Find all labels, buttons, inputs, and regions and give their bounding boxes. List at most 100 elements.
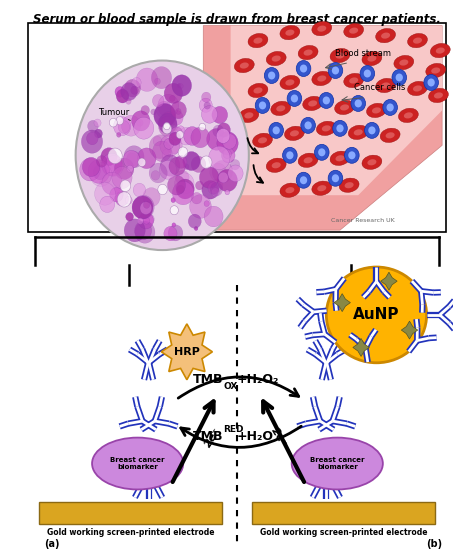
Circle shape: [102, 172, 122, 194]
Circle shape: [116, 116, 124, 125]
Circle shape: [209, 146, 230, 170]
Ellipse shape: [399, 108, 419, 122]
Circle shape: [137, 148, 156, 168]
Ellipse shape: [312, 22, 332, 36]
Circle shape: [396, 74, 403, 81]
Polygon shape: [401, 321, 418, 339]
Circle shape: [201, 92, 211, 102]
Circle shape: [222, 134, 237, 149]
Bar: [28, 23, 446, 232]
Ellipse shape: [336, 53, 345, 59]
Circle shape: [117, 192, 131, 207]
Circle shape: [177, 84, 181, 88]
Circle shape: [230, 160, 240, 170]
Ellipse shape: [430, 43, 450, 58]
Circle shape: [296, 172, 311, 188]
Circle shape: [124, 146, 144, 168]
Circle shape: [116, 89, 129, 103]
Text: TMB: TMB: [193, 373, 223, 386]
Circle shape: [211, 188, 219, 197]
Circle shape: [109, 118, 117, 127]
Circle shape: [131, 86, 138, 95]
Circle shape: [176, 131, 183, 138]
Circle shape: [108, 148, 122, 164]
Circle shape: [169, 110, 183, 125]
Ellipse shape: [340, 104, 349, 110]
Circle shape: [121, 83, 137, 101]
Circle shape: [158, 94, 179, 117]
Ellipse shape: [285, 79, 294, 85]
Circle shape: [219, 172, 228, 183]
Circle shape: [115, 86, 125, 98]
Circle shape: [202, 181, 219, 199]
Text: +H₂O₂: +H₂O₂: [237, 373, 279, 386]
Circle shape: [212, 106, 228, 124]
Circle shape: [210, 163, 227, 181]
Circle shape: [154, 104, 176, 127]
Circle shape: [217, 170, 237, 192]
Text: TMB: TMB: [193, 429, 223, 443]
Circle shape: [123, 150, 140, 168]
Circle shape: [164, 138, 173, 149]
Circle shape: [164, 141, 168, 146]
Ellipse shape: [317, 75, 326, 81]
Text: 2e⁻: 2e⁻: [203, 425, 223, 449]
Circle shape: [304, 121, 312, 130]
Circle shape: [104, 156, 123, 176]
Ellipse shape: [284, 126, 304, 141]
Circle shape: [386, 104, 394, 111]
Circle shape: [156, 101, 172, 118]
Circle shape: [120, 180, 131, 192]
Circle shape: [124, 79, 140, 97]
Circle shape: [223, 150, 231, 158]
Circle shape: [177, 126, 184, 134]
Ellipse shape: [303, 157, 313, 163]
Circle shape: [167, 175, 185, 195]
Circle shape: [212, 161, 233, 183]
Ellipse shape: [317, 185, 326, 191]
Polygon shape: [353, 338, 369, 356]
Circle shape: [94, 129, 102, 138]
Ellipse shape: [317, 121, 336, 136]
Circle shape: [133, 183, 146, 197]
Ellipse shape: [339, 178, 359, 192]
Text: Gold working screen-printed electrode: Gold working screen-printed electrode: [46, 529, 214, 537]
Circle shape: [183, 164, 189, 170]
Circle shape: [345, 147, 359, 163]
Text: (b): (b): [427, 540, 443, 550]
Circle shape: [171, 127, 182, 140]
Ellipse shape: [426, 63, 446, 78]
Circle shape: [171, 198, 175, 203]
Circle shape: [151, 109, 156, 115]
Circle shape: [200, 167, 219, 188]
Circle shape: [328, 63, 343, 79]
Ellipse shape: [372, 107, 381, 114]
Circle shape: [392, 69, 407, 85]
Circle shape: [184, 127, 201, 145]
Circle shape: [204, 201, 210, 207]
Ellipse shape: [271, 101, 291, 116]
Circle shape: [204, 102, 210, 109]
Ellipse shape: [322, 125, 331, 131]
Circle shape: [259, 101, 266, 110]
Circle shape: [121, 115, 141, 136]
Circle shape: [172, 223, 176, 227]
Circle shape: [124, 219, 145, 242]
Circle shape: [218, 123, 230, 137]
Ellipse shape: [276, 105, 285, 111]
Ellipse shape: [366, 103, 386, 117]
Ellipse shape: [408, 33, 428, 48]
Circle shape: [337, 125, 344, 132]
Circle shape: [138, 212, 154, 229]
Ellipse shape: [303, 49, 313, 55]
Ellipse shape: [258, 137, 267, 143]
Ellipse shape: [386, 132, 395, 138]
Circle shape: [112, 167, 132, 189]
Circle shape: [134, 117, 154, 139]
Circle shape: [175, 156, 187, 168]
Circle shape: [348, 151, 356, 160]
Circle shape: [173, 181, 194, 205]
Circle shape: [137, 218, 143, 224]
Circle shape: [287, 90, 302, 106]
Circle shape: [140, 202, 152, 214]
